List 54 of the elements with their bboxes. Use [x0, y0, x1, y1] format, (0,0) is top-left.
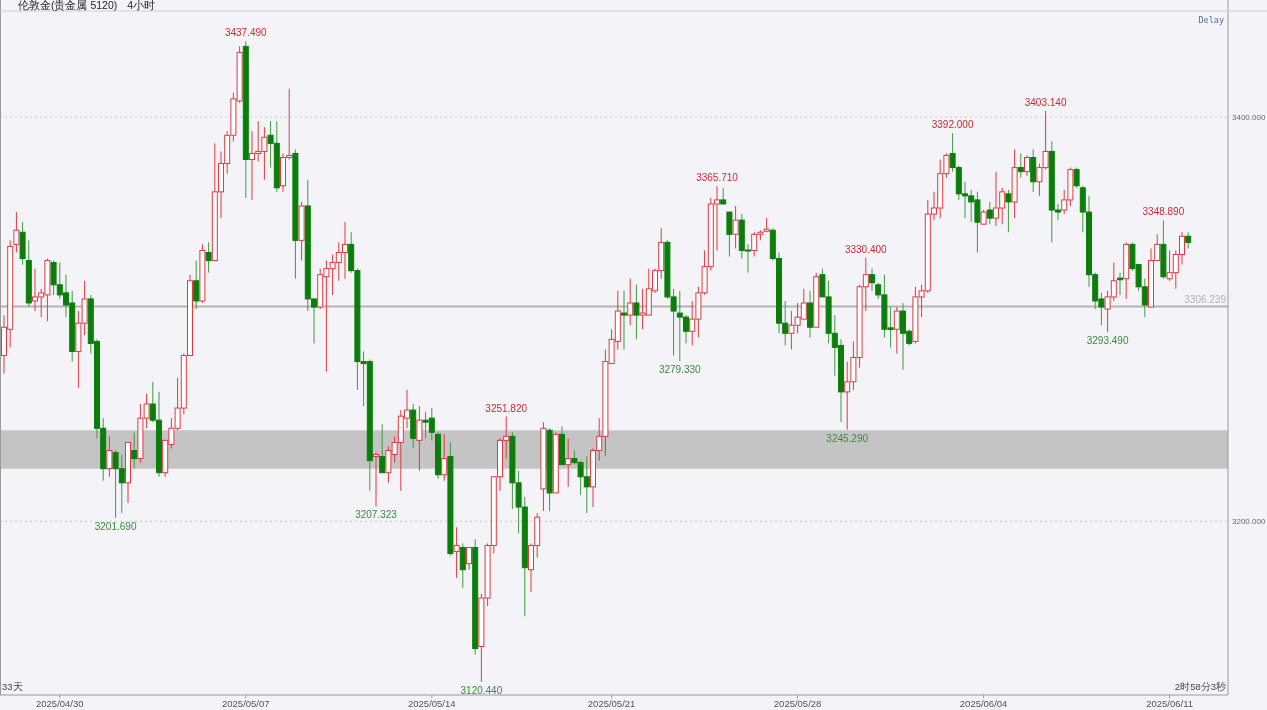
annotation: 3251.820: [485, 402, 528, 414]
annotation: 3279.330: [658, 363, 702, 375]
chart-subtitle: 4小时: [127, 0, 156, 11]
candlestick: [633, 284, 640, 340]
candlestick: [1117, 272, 1123, 296]
candlestick: [893, 306, 900, 354]
candlestick: [1005, 189, 1012, 233]
x-tick-label: 2025/05/28: [773, 698, 822, 709]
x-tick-label: 2025/05/07: [222, 698, 270, 709]
annotation: 3245.290: [826, 432, 869, 444]
x-tick-label: 2025/04/30: [36, 698, 84, 709]
candlestick: [106, 435, 113, 478]
candlestick: [193, 260, 200, 310]
y-tick-label: 3400.000: [1232, 113, 1266, 123]
ref-line-label: 3306.239: [1184, 293, 1227, 305]
candlestick: [459, 542, 466, 589]
annotation: 3365.710: [696, 172, 739, 184]
annotation: 2时58分3秒: [1174, 681, 1226, 692]
candlestick: [379, 423, 386, 474]
y-tick-label: 3200.000: [1232, 517, 1266, 527]
candlestick: [986, 201, 993, 225]
x-tick-label: 2025/05/21: [587, 698, 636, 709]
candlestick: [131, 431, 138, 470]
annotation: 3437.490: [224, 27, 268, 39]
annotation: 3207.323: [355, 509, 398, 521]
chart-title: 伦敦金(贵金属 5120): [18, 0, 118, 11]
candlestick: [726, 211, 733, 258]
candlestick: [1073, 167, 1080, 189]
annotation: 3330.400: [844, 243, 888, 255]
annotation: 33天: [2, 681, 23, 692]
candlestick: [869, 268, 875, 292]
candlestick: [441, 433, 448, 482]
candlestick: [565, 437, 572, 488]
annotation: 3201.690: [94, 520, 137, 532]
candlestick: [621, 290, 627, 350]
x-tick-label: 2025/05/14: [408, 698, 456, 709]
candlestick: [1017, 152, 1024, 179]
candlestick: [416, 405, 423, 472]
annotation: 3392.000: [931, 119, 974, 131]
annotation: 3348.890: [1142, 206, 1185, 218]
annotation: 3403.140: [1024, 96, 1067, 108]
candlestick: [205, 241, 212, 274]
candlestick: [373, 452, 379, 507]
candlestick: [13, 211, 20, 253]
candlestick: [453, 526, 460, 579]
x-tick-label: 2025/06/04: [959, 698, 1008, 709]
annotation: 3120.440: [460, 684, 503, 696]
annotation: 3293.490: [1086, 335, 1129, 347]
x-tick-label: 2025/06/11: [1146, 698, 1194, 709]
candlestick: [1024, 154, 1030, 177]
candlestick: [466, 546, 472, 571]
candlestick: [732, 205, 739, 249]
text: Delay: [1198, 15, 1224, 25]
candlestick: [627, 278, 634, 326]
